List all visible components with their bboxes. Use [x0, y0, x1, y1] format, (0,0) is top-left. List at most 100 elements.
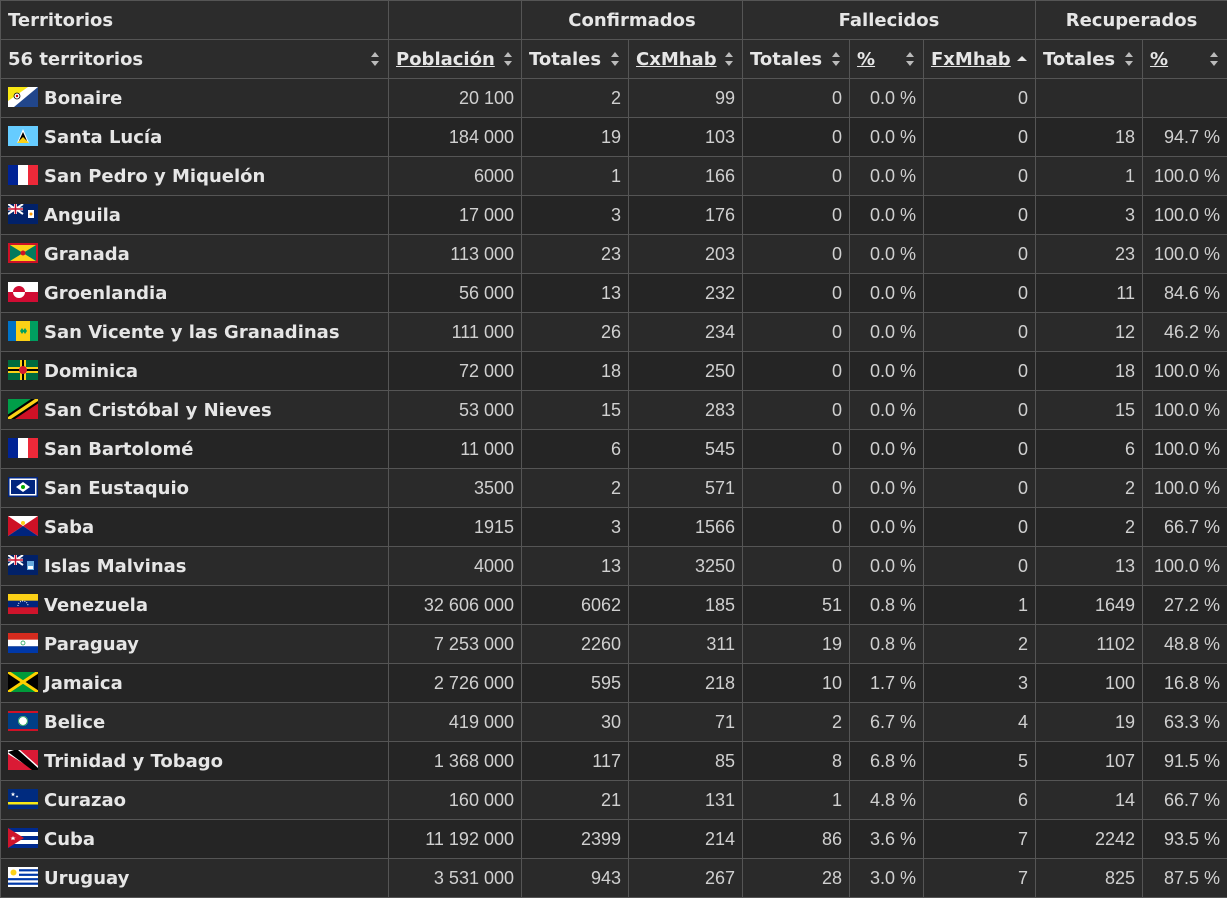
confirmados-totales-cell: 1 [522, 157, 629, 196]
territory-name: San Vicente y las Granadinas [44, 322, 340, 343]
fxmhab-cell: 0 [924, 235, 1036, 274]
sort-both-icon [905, 51, 915, 67]
col-poblacion[interactable]: Población [389, 40, 522, 79]
cxmhab-cell: 250 [629, 352, 743, 391]
fallecidos-pct-cell: 6.8 % [850, 742, 924, 781]
cxmhab-cell: 71 [629, 703, 743, 742]
territory-cell: Santa Lucía [1, 118, 389, 157]
territory-cell: Anguila [1, 196, 389, 235]
col-recuperados-pct[interactable]: % [1143, 40, 1227, 79]
territory-name: Curazao [44, 790, 126, 811]
poblacion-cell: 11 192 000 [389, 820, 522, 859]
col-fallecidos-pct[interactable]: % [850, 40, 924, 79]
fallecidos-pct-cell: 0.8 % [850, 625, 924, 664]
sort-ascending-icon [1017, 51, 1027, 67]
fxmhab-cell: 0 [924, 391, 1036, 430]
confirmados-totales-cell: 6062 [522, 586, 629, 625]
recuperados-totales-cell: 19 [1036, 703, 1143, 742]
territory-name: Saba [44, 517, 94, 538]
recuperados-pct-cell: 16.8 % [1143, 664, 1227, 703]
fallecidos-totales-cell: 0 [743, 391, 850, 430]
group-territorios: Territorios [1, 1, 389, 40]
sort-both-icon [503, 51, 513, 67]
belize-flag-icon [8, 711, 38, 731]
recuperados-totales-cell: 100 [1036, 664, 1143, 703]
group-recuperados: Recuperados [1036, 1, 1227, 40]
greenland-flag-icon [8, 282, 38, 302]
fallecidos-pct-cell: 0.0 % [850, 118, 924, 157]
paraguay-flag-icon [8, 633, 38, 653]
bonaire-flag-icon [8, 87, 38, 107]
grenada-flag-icon [8, 243, 38, 263]
fxmhab-cell: 6 [924, 781, 1036, 820]
col-fallecidos-totales[interactable]: Totales [743, 40, 850, 79]
cxmhab-cell: 85 [629, 742, 743, 781]
fallecidos-pct-cell: 0.0 % [850, 274, 924, 313]
territory-name: San Eustaquio [44, 478, 189, 499]
cxmhab-cell: 176 [629, 196, 743, 235]
territory-name: Uruguay [44, 868, 129, 889]
territory-name: Venezuela [44, 595, 148, 616]
recuperados-totales-cell: 11 [1036, 274, 1143, 313]
territory-cell: Paraguay [1, 625, 389, 664]
territory-name: Granada [44, 244, 130, 265]
group-poblacion-spacer [389, 1, 522, 40]
fxmhab-cell: 0 [924, 547, 1036, 586]
fallecidos-totales-cell: 86 [743, 820, 850, 859]
territory-name: Trinidad y Tobago [44, 751, 223, 772]
recuperados-totales-cell: 2 [1036, 508, 1143, 547]
col-cxmhab[interactable]: CxMhab [629, 40, 743, 79]
recuperados-totales-cell: 12 [1036, 313, 1143, 352]
recuperados-pct-cell: 27.2 % [1143, 586, 1227, 625]
cxmhab-cell: 131 [629, 781, 743, 820]
saba-flag-icon [8, 516, 38, 536]
fxmhab-cell: 0 [924, 274, 1036, 313]
territory-name: Groenlandia [44, 283, 167, 304]
fallecidos-pct-cell: 0.0 % [850, 79, 924, 118]
col-cxmhab-label: CxMhab [636, 49, 717, 70]
cxmhab-cell: 218 [629, 664, 743, 703]
venezuela-flag-icon [8, 594, 38, 614]
cxmhab-cell: 3250 [629, 547, 743, 586]
poblacion-cell: 4000 [389, 547, 522, 586]
poblacion-cell: 113 000 [389, 235, 522, 274]
poblacion-cell: 3500 [389, 469, 522, 508]
fallecidos-pct-cell: 0.0 % [850, 313, 924, 352]
fallecidos-totales-cell: 8 [743, 742, 850, 781]
col-territorios[interactable]: 56 territorios [1, 40, 389, 79]
poblacion-cell: 56 000 [389, 274, 522, 313]
col-fxmhab[interactable]: FxMhab [924, 40, 1036, 79]
header-group-row: Territorios Confirmados Fallecidos Recup… [1, 1, 1227, 40]
fallecidos-totales-cell: 0 [743, 430, 850, 469]
fxmhab-cell: 0 [924, 469, 1036, 508]
fallecidos-totales-cell: 51 [743, 586, 850, 625]
confirmados-totales-cell: 595 [522, 664, 629, 703]
sort-both-icon [370, 51, 380, 67]
col-recuperados-totales[interactable]: Totales [1036, 40, 1143, 79]
recuperados-totales-cell: 18 [1036, 118, 1143, 157]
territory-cell: San Vicente y las Granadinas [1, 313, 389, 352]
poblacion-cell: 111 000 [389, 313, 522, 352]
territory-cell: Saba [1, 508, 389, 547]
uruguay-flag-icon [8, 867, 38, 887]
fallecidos-pct-cell: 0.0 % [850, 196, 924, 235]
trinidad-flag-icon [8, 750, 38, 770]
recuperados-pct-cell: 66.7 % [1143, 781, 1227, 820]
recuperados-pct-cell: 100.0 % [1143, 235, 1227, 274]
recuperados-pct-cell: 100.0 % [1143, 352, 1227, 391]
recuperados-pct-cell: 100.0 % [1143, 469, 1227, 508]
fallecidos-pct-cell: 0.0 % [850, 157, 924, 196]
territory-cell: Jamaica [1, 664, 389, 703]
col-confirmados-totales[interactable]: Totales [522, 40, 629, 79]
fallecidos-totales-cell: 0 [743, 157, 850, 196]
fallecidos-totales-cell: 10 [743, 664, 850, 703]
confirmados-totales-cell: 6 [522, 430, 629, 469]
cxmhab-cell: 232 [629, 274, 743, 313]
